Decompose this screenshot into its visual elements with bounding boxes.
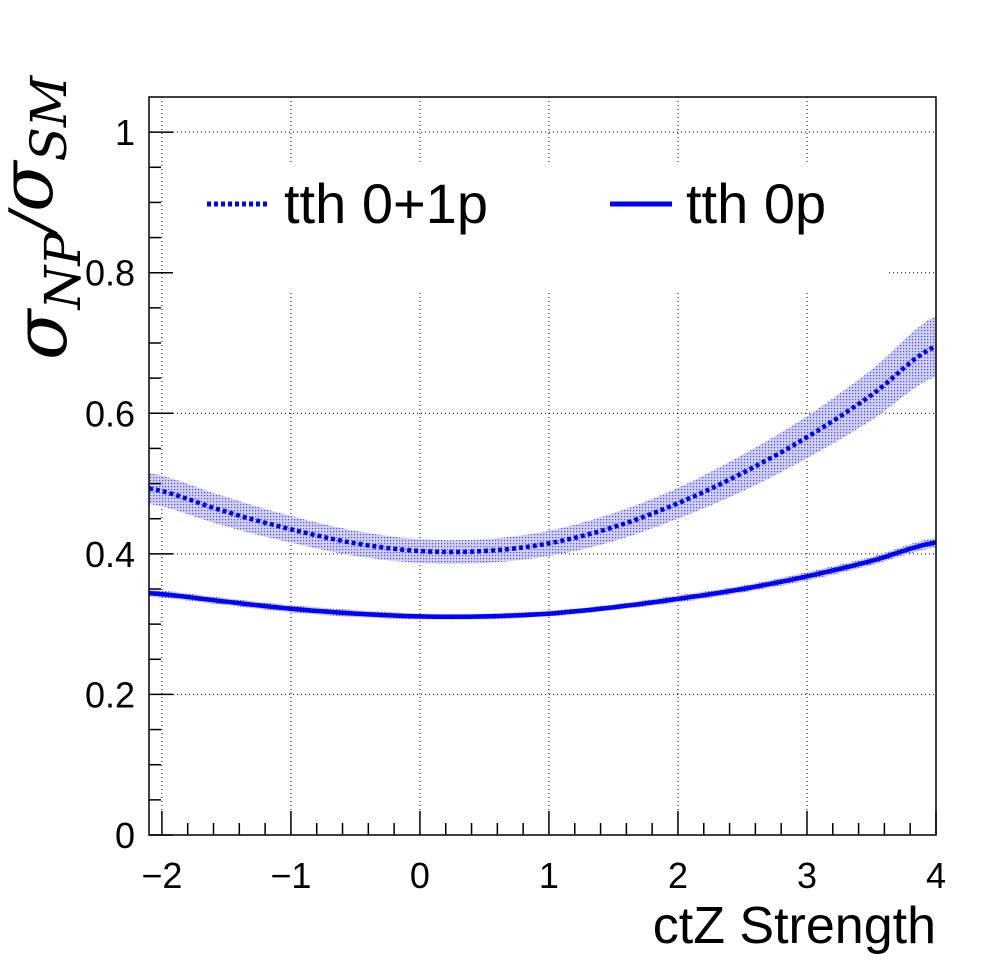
y-tick-label: 0.2 [85, 674, 135, 715]
series-line-1 [148, 344, 937, 555]
x-tick-labels: −2 −1 0 1 2 3 4 [141, 855, 946, 896]
legend-label-2: tth 0p [686, 172, 826, 235]
uncertainty-band-1 [149, 316, 936, 564]
x-axis-label: ctZ Strength [653, 897, 936, 955]
y-tick-label: 0.4 [85, 534, 135, 575]
y-label-sub-sm: SM [20, 74, 78, 161]
series-lines [148, 344, 937, 620]
series-line-2 [148, 540, 937, 620]
y-tick-label: 1 [115, 112, 135, 153]
plot-frame [148, 96, 937, 836]
y-tick-label: 0.6 [85, 393, 135, 434]
axis-ticks [149, 131, 937, 836]
legend-mask [168, 165, 888, 290]
legend-label-1: tth 0+1p [284, 172, 488, 235]
x-tick-label: 4 [926, 855, 946, 896]
grid-lines [149, 97, 936, 835]
x-tick-label: −1 [270, 855, 311, 896]
y-tick-label: 0 [115, 815, 135, 856]
y-tick-label: 0.8 [85, 253, 135, 294]
y-axis-label: σNP/σSM [0, 74, 92, 360]
y-tick-labels: 0 0.2 0.4 0.6 0.8 1 [85, 112, 135, 856]
x-tick-label: 1 [539, 855, 559, 896]
y-label-sigma-1: σ [0, 307, 84, 360]
x-tick-label: −2 [141, 855, 182, 896]
bands [149, 316, 936, 620]
x-tick-label: 0 [410, 855, 430, 896]
y-label-sub-np: NP [34, 231, 92, 311]
uncertainty-band-2 [149, 537, 936, 620]
x-tick-label: 3 [797, 855, 817, 896]
legend: tth 0+1p tth 0p [207, 172, 826, 235]
x-tick-label: 2 [668, 855, 688, 896]
y-label-sigma-2: σ [0, 159, 70, 212]
svg-text:σNP/σSM: σNP/σSM [0, 74, 92, 360]
